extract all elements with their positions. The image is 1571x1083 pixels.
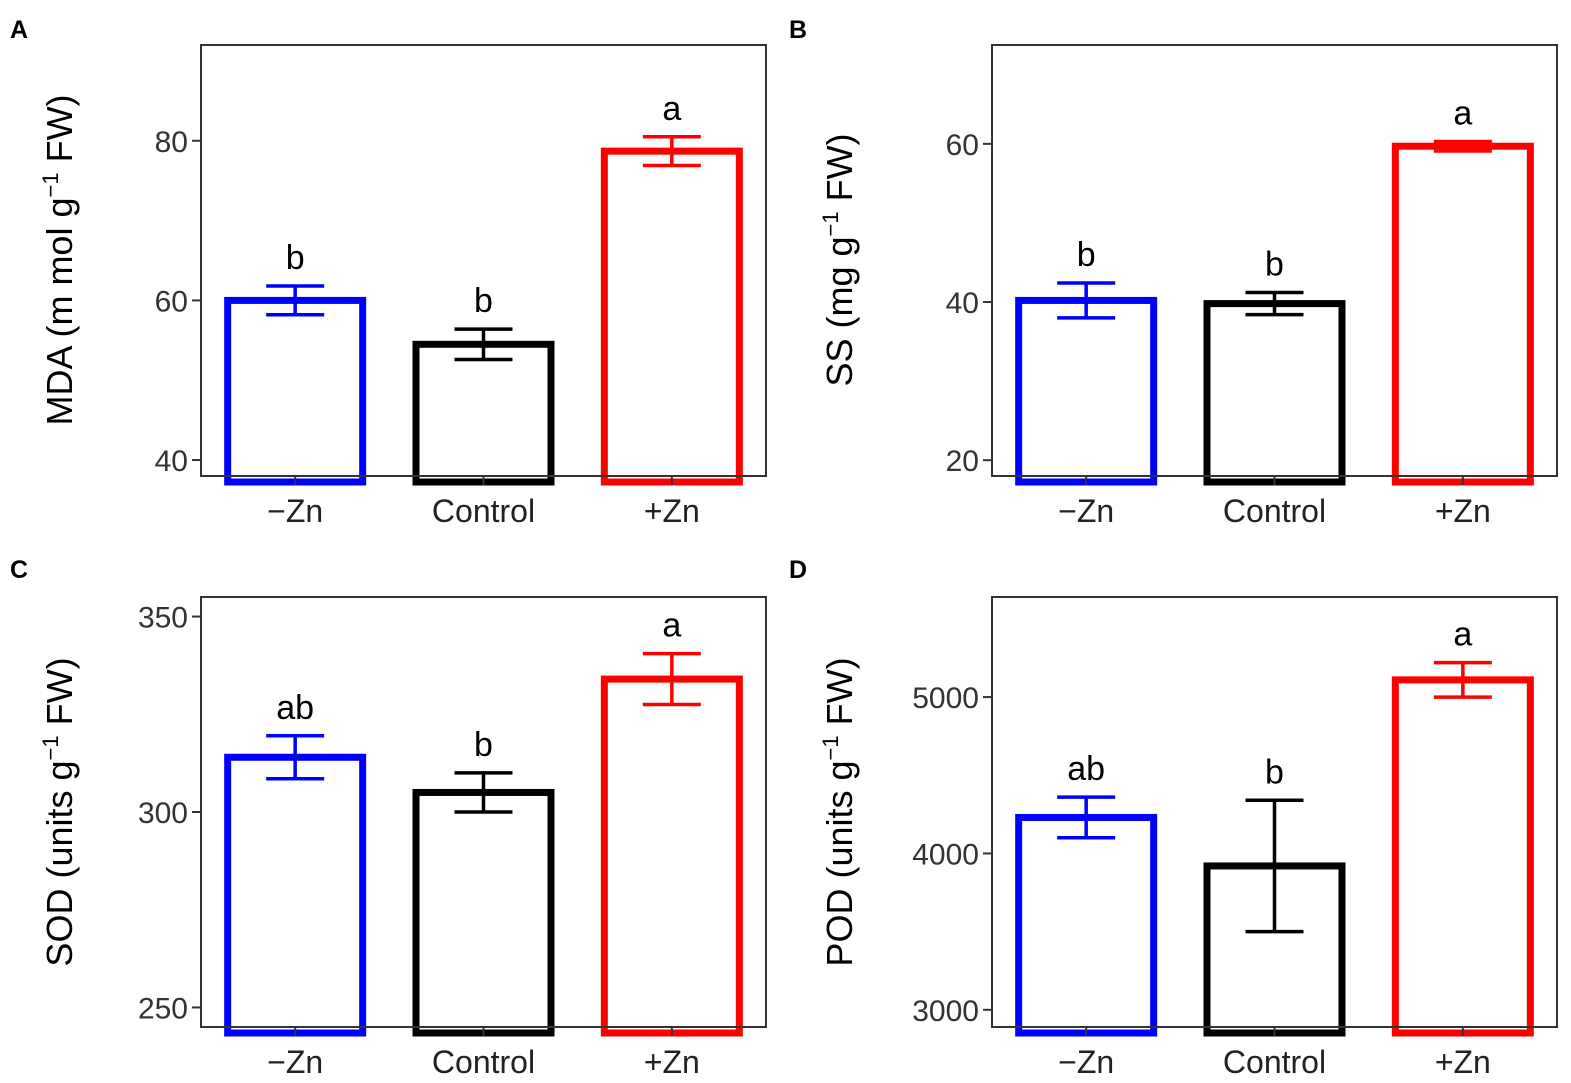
significance-label: a: [1453, 94, 1472, 132]
significance-label: b: [474, 282, 493, 320]
x-tick-label: +Zn: [1435, 493, 1491, 529]
panel-label: A: [10, 16, 28, 44]
panel-a: A 40 60 80 b −Zn b Control a +Zn MDA (m mol g−1 FW…: [10, 16, 767, 529]
y-axis-label-main: SOD (units g: [39, 760, 80, 966]
y-tick-label: 80: [155, 126, 188, 159]
y-axis-label-main: POD (units g: [819, 760, 860, 966]
significance-label: b: [1265, 753, 1284, 791]
plot-frame: [991, 44, 1558, 477]
bar-plus-zn: [600, 147, 743, 486]
panel-label: B: [789, 16, 807, 44]
bar-plus-zn: [1391, 142, 1534, 486]
y-tick-label: 350: [138, 602, 188, 635]
bar-minus-zn: [224, 296, 367, 486]
plot-frame: [200, 44, 767, 477]
bar-plus-zn: [1391, 676, 1534, 1037]
y-axis-label-main: MDA (m mol g: [39, 198, 80, 426]
x-tick-label: +Zn: [644, 1044, 700, 1080]
x-tick-label: −Zn: [1058, 1044, 1114, 1080]
y-axis-label-tail: FW): [39, 657, 80, 735]
panel-b: B 20 40 60 b −Zn b Control a +Zn SS (mg g−1 FW): [789, 16, 1558, 529]
x-tick-label: +Zn: [1435, 1044, 1491, 1080]
panel-label: D: [789, 556, 807, 584]
y-tick-label: 40: [946, 287, 979, 320]
significance-label: b: [474, 726, 493, 764]
y-tick-label: 60: [155, 285, 188, 318]
significance-label: ab: [276, 689, 314, 727]
bar-minus-zn: [1015, 813, 1158, 1037]
significance-label: b: [286, 239, 305, 277]
y-tick-label: 4000: [912, 838, 979, 871]
y-axis-label-main: SS (mg g: [819, 237, 860, 387]
panel-d: D 3000 4000 5000 ab −Zn b Control a +Zn POD (units…: [789, 556, 1558, 1080]
y-axis-label-tail: FW): [819, 133, 860, 211]
x-tick-label: +Zn: [644, 493, 700, 529]
significance-label: a: [662, 607, 681, 645]
y-tick-label: 60: [946, 129, 979, 162]
x-tick-label: −Zn: [267, 1044, 323, 1080]
y-axis-label-superscript: −1: [818, 735, 843, 760]
y-tick-label: 300: [138, 797, 188, 830]
y-axis-label: MDA (m mol g−1 FW): [38, 94, 80, 425]
y-axis-label-superscript: −1: [818, 211, 843, 236]
significance-label: ab: [1067, 750, 1105, 788]
y-axis-label: SOD (units g−1 FW): [38, 657, 80, 966]
y-tick-label: 3000: [912, 995, 979, 1028]
panel-c: C 250 300 350 ab −Zn b Control a +Zn SOD (units g−…: [10, 556, 767, 1080]
x-tick-label: Control: [1223, 493, 1326, 529]
plot-frame: [200, 596, 767, 1028]
panel-label: C: [10, 556, 28, 584]
y-tick-label: 40: [155, 445, 188, 478]
y-tick-label: 250: [138, 992, 188, 1025]
x-tick-label: −Zn: [267, 493, 323, 529]
bar-control: [412, 788, 555, 1037]
significance-label: b: [1077, 236, 1096, 274]
significance-label: a: [1453, 616, 1472, 654]
bar-plus-zn: [600, 675, 743, 1037]
significance-label: b: [1265, 246, 1284, 284]
bar-minus-zn: [224, 753, 367, 1037]
x-tick-label: Control: [432, 1044, 535, 1080]
y-axis-label: POD (units g−1 FW): [818, 657, 860, 966]
y-axis-label-superscript: −1: [38, 172, 63, 197]
y-tick-label: 20: [946, 445, 979, 478]
y-axis-label-superscript: −1: [38, 735, 63, 760]
bar-minus-zn: [1015, 296, 1158, 486]
y-axis-label-tail: FW): [39, 94, 80, 172]
y-tick-label: 5000: [912, 682, 979, 715]
x-tick-label: −Zn: [1058, 493, 1114, 529]
bar-control: [412, 340, 555, 486]
x-tick-label: Control: [432, 493, 535, 529]
y-axis-label-tail: FW): [819, 657, 860, 735]
x-tick-label: Control: [1223, 1044, 1326, 1080]
plot-frame: [991, 596, 1558, 1028]
significance-label: a: [662, 90, 681, 128]
bar-control: [1203, 300, 1346, 486]
y-axis-label: SS (mg g−1 FW): [818, 133, 860, 386]
